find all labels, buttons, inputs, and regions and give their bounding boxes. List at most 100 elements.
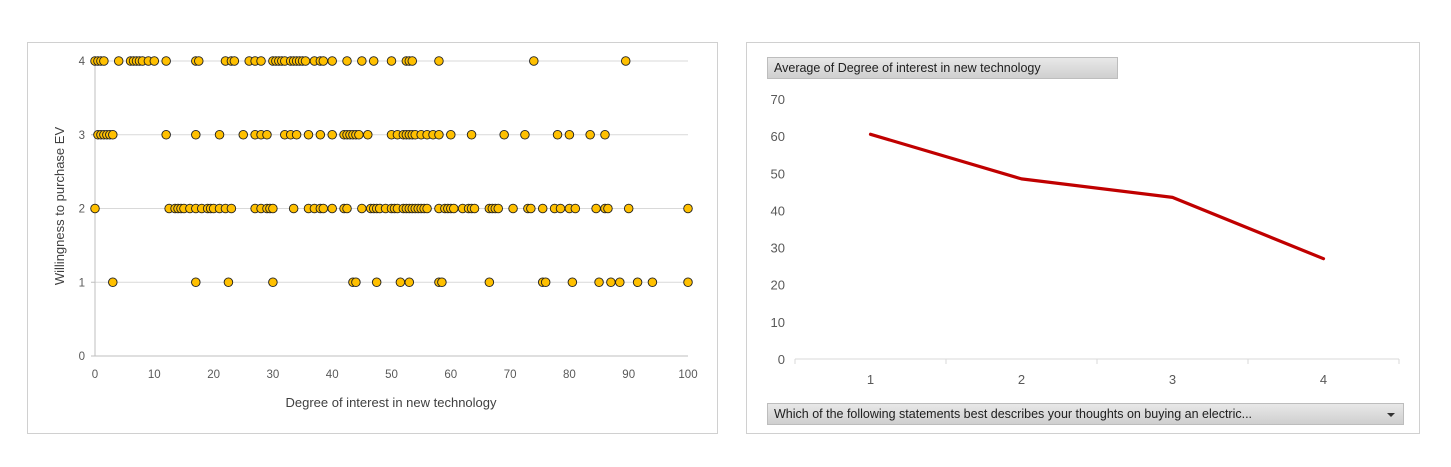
y-tick-label: 2 (79, 204, 85, 216)
scatter-point (342, 56, 352, 66)
scatter-point (600, 129, 610, 140)
y-tick-label: 1 (79, 277, 85, 289)
x-tick-label: 20 (207, 369, 220, 381)
scatter-point (591, 203, 601, 214)
scatter-point (386, 56, 397, 66)
x-tick-label: 70 (504, 369, 517, 381)
scatter-point (446, 129, 456, 140)
scatter-point (357, 203, 367, 214)
scatter-point (585, 129, 595, 140)
scatter-point (564, 129, 575, 140)
scatter-point (238, 129, 248, 140)
scatter-point (371, 277, 382, 287)
scatter-point (623, 203, 634, 214)
scatter-point (291, 129, 302, 140)
scatter-point (108, 277, 118, 287)
scatter-point (434, 56, 444, 66)
scatter-point (262, 129, 272, 140)
scatter-point (594, 277, 604, 287)
x-tick-label: 50 (385, 369, 398, 381)
y-axis-title: Willingness to purchase EV (52, 127, 67, 286)
scatter-point (161, 56, 171, 66)
scatter-point (113, 56, 124, 66)
scatter-point (342, 203, 352, 214)
scatter-point (318, 203, 329, 214)
scatter-point (395, 277, 406, 287)
scatter-point (499, 129, 509, 140)
x-tick-label: 60 (444, 369, 457, 381)
x-tick-label: 10 (148, 369, 161, 381)
scatter-point (434, 129, 444, 140)
scatter-point (229, 56, 240, 66)
scatter-point (351, 277, 361, 287)
axis-field-dropdown[interactable]: Which of the following statements best d… (767, 403, 1404, 425)
scatter-point (214, 129, 225, 140)
scatter-point (191, 129, 201, 140)
scatter-point (327, 129, 337, 140)
scatter-point (647, 277, 658, 287)
y-tick-label: 4 (79, 56, 86, 68)
x-tick-label: 80 (563, 369, 576, 381)
scatter-point (318, 56, 329, 66)
scatter-point (108, 129, 118, 140)
scatter-point (149, 56, 160, 66)
scatter-point (466, 129, 477, 140)
scatter-point (526, 203, 536, 214)
scatter-point (422, 203, 432, 214)
y-tick-label: 30 (771, 241, 785, 256)
scatter-point (194, 56, 204, 66)
scatter-point (327, 203, 337, 214)
scatter-point (603, 203, 613, 214)
scatter-point (363, 129, 373, 140)
scatter-point (555, 203, 566, 214)
scatter-point (268, 277, 278, 287)
scatter-point (404, 277, 415, 287)
y-tick-label: 0 (79, 351, 85, 363)
scatter-chart: 0 10 20 30 40 50 60 70 80 90 100 0 1 2 3 4 Degree of i… (52, 56, 698, 410)
x-axis-title: Degree of interest in new technology (285, 395, 497, 410)
scatter-point (315, 129, 326, 140)
scatter-point (632, 277, 643, 287)
scatter-point (567, 277, 578, 287)
scatter-point (437, 277, 447, 287)
y-tick-label: 70 (771, 92, 785, 107)
scatter-point (469, 203, 480, 214)
pivot-line-chart-panel: Average of Degree of interest in new tec… (746, 42, 1420, 434)
x-tick-label: 30 (267, 369, 280, 381)
y-tick-label: 10 (771, 315, 785, 330)
scatter-point (256, 56, 266, 66)
dropdown-arrow-icon[interactable] (1387, 413, 1395, 417)
scatter-point (683, 203, 693, 214)
y-tick-label: 0 (778, 352, 785, 367)
scatter-point (368, 56, 379, 66)
scatter-point (683, 277, 693, 287)
scatter-point (552, 129, 563, 140)
y-tick-label: 40 (771, 203, 785, 218)
scatter-point (300, 56, 311, 66)
scatter-point (191, 277, 201, 287)
scatter-point (226, 203, 237, 214)
scatter-point (493, 203, 503, 214)
scatter-point (288, 203, 299, 214)
y-tick-label: 50 (771, 166, 785, 181)
scatter-point (537, 203, 548, 214)
scatter-point (357, 56, 367, 66)
x-tick-label: 3 (1169, 372, 1176, 387)
x-tick-label: 100 (678, 369, 697, 381)
scatter-point (407, 56, 418, 66)
scatter-point (529, 56, 539, 66)
scatter-point (354, 129, 364, 140)
x-tick-label: 40 (326, 369, 339, 381)
scatter-point (90, 203, 100, 214)
scatter-point (449, 203, 459, 214)
scatter-point (484, 277, 495, 287)
scatter-point (570, 203, 581, 214)
x-tick-label: 2 (1018, 372, 1025, 387)
value-field-button[interactable]: Average of Degree of interest in new tec… (767, 57, 1118, 79)
x-tick-label: 4 (1320, 372, 1327, 387)
scatter-point (303, 129, 314, 140)
scatter-point (327, 56, 337, 66)
scatter-chart-panel: 0 10 20 30 40 50 60 70 80 90 100 0 1 2 3 4 Degree of i… (27, 42, 718, 434)
scatter-point (520, 129, 530, 140)
scatter-point (540, 277, 551, 287)
